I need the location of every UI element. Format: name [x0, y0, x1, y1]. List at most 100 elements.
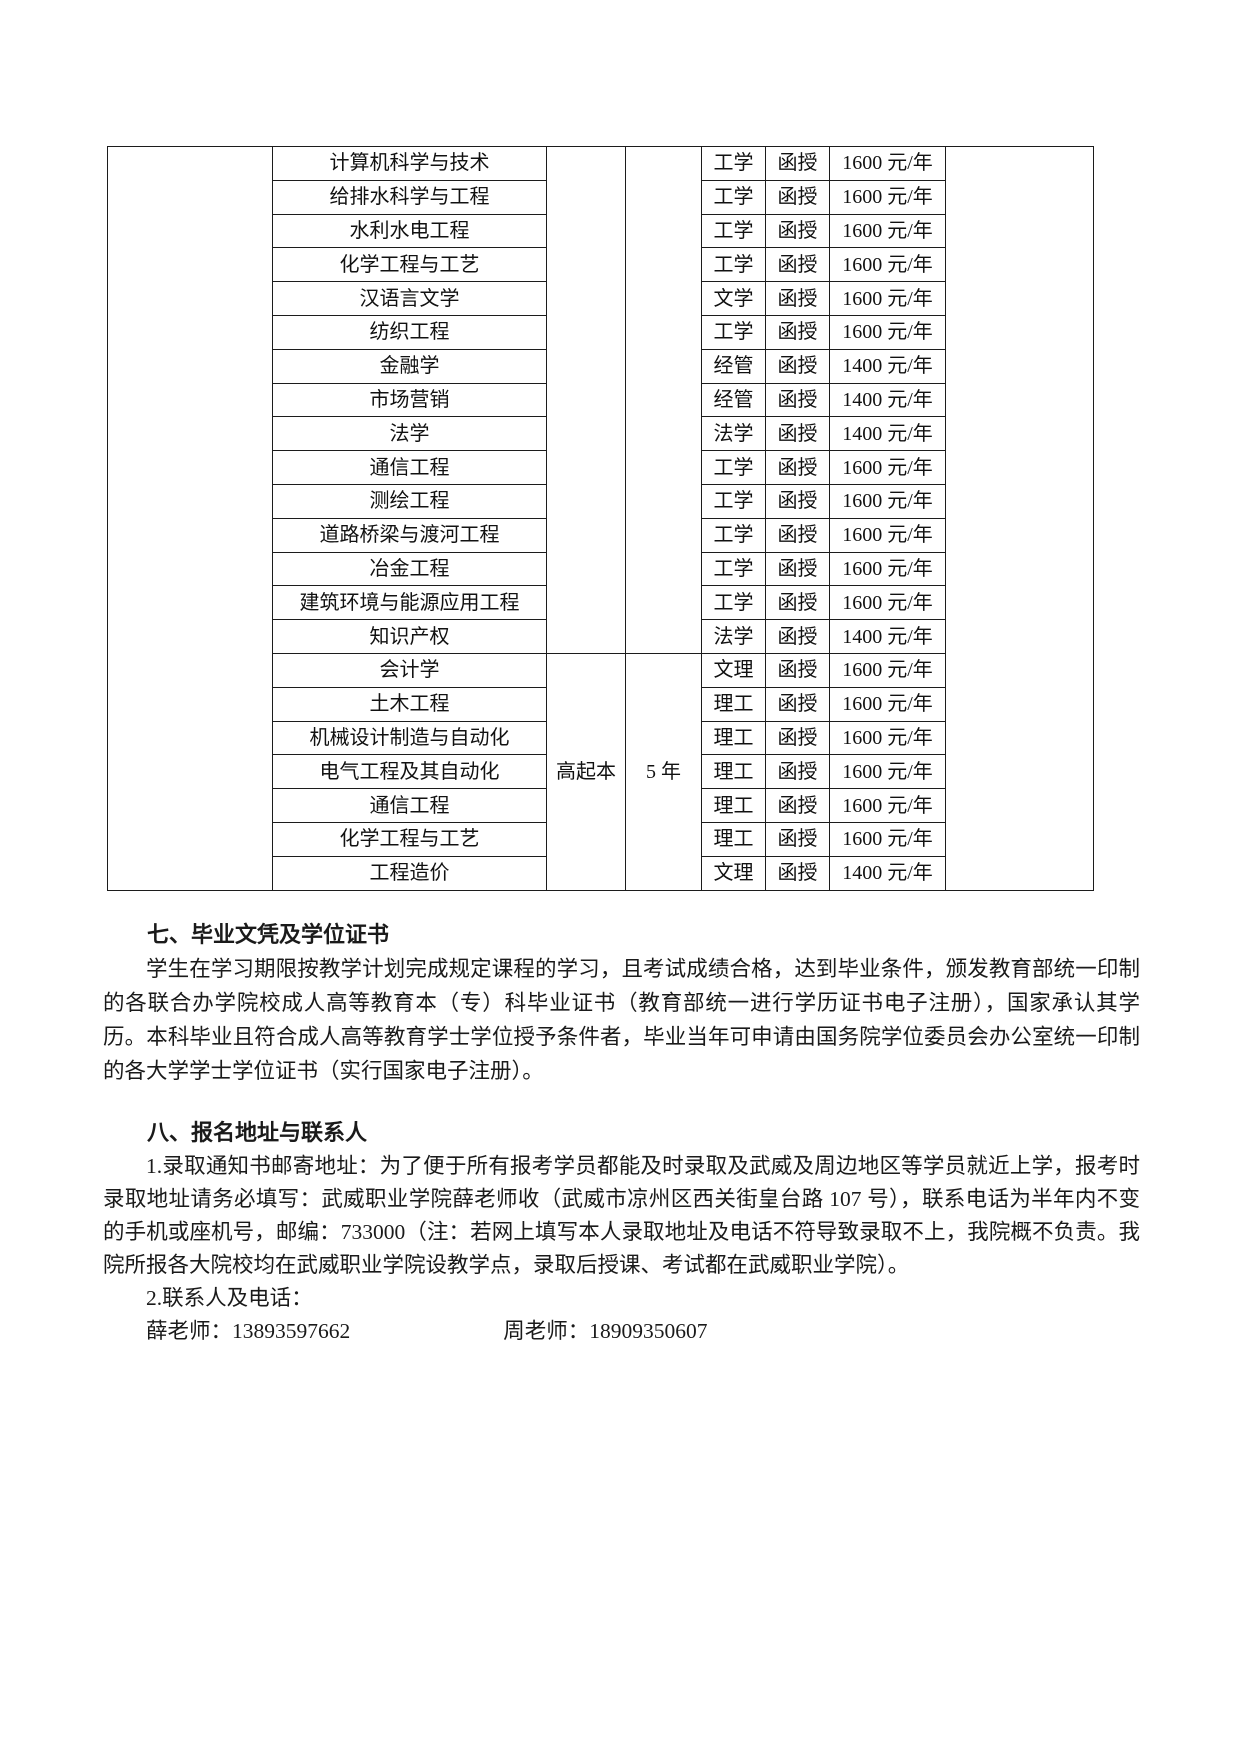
category-cell: 理工 — [701, 686, 766, 722]
form-cell: 函授 — [765, 146, 830, 181]
tuition-cell: 1600 元/年 — [829, 213, 946, 249]
contact-line: 薛老师：13893597662 周老师：18909350607 — [103, 1315, 1140, 1348]
tuition-cell: 1600 元/年 — [829, 517, 946, 553]
category-cell: 工学 — [701, 146, 766, 181]
major-cell: 土木工程 — [272, 686, 547, 722]
table-row: 给排水科学与工程 工学 函授 1600 元/年 — [108, 179, 1094, 215]
table-row: 水利水电工程 工学 函授 1600 元/年 — [108, 213, 1094, 249]
category-cell: 工学 — [701, 551, 766, 587]
form-cell: 函授 — [765, 348, 830, 384]
level-cell — [546, 146, 626, 654]
section7-paragraph: 学生在学习期限按教学计划完成规定课程的学习，且考试成绩合格，达到毕业条件，颁发教… — [103, 957, 1140, 1083]
major-cell: 冶金工程 — [272, 551, 547, 587]
table-row: 化学工程与工艺 工学 函授 1600 元/年 — [108, 247, 1094, 283]
form-cell: 函授 — [765, 517, 830, 553]
category-cell: 法学 — [701, 416, 766, 452]
section8-paragraph: 1.录取通知书邮寄地址：为了便于所有报考学员都能及时录取及武威及周边地区等学员就… — [103, 1154, 1140, 1277]
section8-heading: 八、报名地址与联系人 — [147, 1120, 368, 1145]
form-cell: 函授 — [765, 821, 830, 857]
major-cell: 知识产权 — [272, 619, 547, 654]
duration-cell: 5 年 — [625, 652, 702, 891]
form-cell: 函授 — [765, 213, 830, 249]
category-cell: 理工 — [701, 821, 766, 857]
major-cell: 道路桥梁与渡河工程 — [272, 517, 547, 553]
form-cell: 函授 — [765, 382, 830, 418]
category-cell: 工学 — [701, 483, 766, 519]
major-cell: 电气工程及其自动化 — [272, 754, 547, 790]
form-cell: 函授 — [765, 720, 830, 756]
table-row: 化学工程与工艺 理工 函授 1600 元/年 — [108, 821, 1094, 857]
major-cell: 法学 — [272, 416, 547, 452]
category-cell: 工学 — [701, 450, 766, 485]
major-cell: 会计学 — [272, 652, 547, 688]
category-cell: 法学 — [701, 619, 766, 654]
table-row: 会计学 高起本 5 年文理 函授 1600 元/年 — [108, 652, 1094, 891]
form-cell: 函授 — [765, 247, 830, 283]
form-cell: 函授 — [765, 281, 830, 316]
category-cell: 工学 — [701, 314, 766, 350]
form-cell: 函授 — [765, 483, 830, 519]
table-row: 工程造价 文理 函授 1400 元/年 — [108, 855, 1094, 891]
form-cell: 函授 — [765, 619, 830, 654]
table-row: 金融学 经管 函授 1400 元/年 — [108, 348, 1094, 384]
major-cell: 汉语言文学 — [272, 281, 547, 316]
tuition-cell: 1600 元/年 — [829, 551, 946, 587]
duration-cell — [625, 146, 702, 654]
tuition-cell: 1400 元/年 — [829, 416, 946, 452]
tuition-cell: 1400 元/年 — [829, 382, 946, 418]
page-text-content: 七、毕业文凭及学位证书 学生在学习期限按教学计划完成规定课程的学习，且考试成绩合… — [103, 918, 1140, 1348]
major-cell: 化学工程与工艺 — [272, 247, 547, 283]
category-cell: 工学 — [701, 517, 766, 553]
section7-heading: 七、毕业文凭及学位证书 — [147, 922, 390, 947]
major-cell: 水利水电工程 — [272, 213, 547, 249]
tuition-cell: 1600 元/年 — [829, 652, 946, 688]
table-row: 冶金工程 工学 函授 1600 元/年 — [108, 551, 1094, 587]
table-row: 市场营销 经管 函授 1400 元/年 — [108, 382, 1094, 418]
category-cell: 工学 — [701, 247, 766, 283]
form-cell: 函授 — [765, 416, 830, 452]
category-cell: 经管 — [701, 348, 766, 384]
form-cell: 函授 — [765, 551, 830, 587]
spacer-left-cell — [107, 146, 273, 891]
majors-table: 计算机科学与技术 工学 函授 1600 元/年 给排水科学与工程 工学 函授 1600 元/年… — [107, 146, 1094, 891]
form-cell: 函授 — [765, 754, 830, 790]
table-row: 机械设计制造与自动化 理工 函授 1600 元/年 — [108, 720, 1094, 756]
major-cell: 给排水科学与工程 — [272, 179, 547, 215]
major-cell: 通信工程 — [272, 788, 547, 823]
section8-contact-label: 2.联系人及电话： — [146, 1286, 313, 1310]
category-cell: 工学 — [701, 179, 766, 215]
tuition-cell: 1600 元/年 — [829, 247, 946, 283]
major-cell: 建筑环境与能源应用工程 — [272, 585, 547, 621]
major-cell: 工程造价 — [272, 855, 547, 891]
tuition-cell: 1600 元/年 — [829, 450, 946, 485]
form-cell: 函授 — [765, 652, 830, 688]
form-cell: 函授 — [765, 585, 830, 621]
major-cell: 纺织工程 — [272, 314, 547, 350]
table-row: 法学 法学 函授 1400 元/年 — [108, 416, 1094, 452]
tuition-cell: 1600 元/年 — [829, 788, 946, 823]
category-cell: 经管 — [701, 382, 766, 418]
major-cell: 市场营销 — [272, 382, 547, 418]
category-cell: 文学 — [701, 281, 766, 316]
major-cell: 机械设计制造与自动化 — [272, 720, 547, 756]
tuition-cell: 1600 元/年 — [829, 179, 946, 215]
major-cell: 测绘工程 — [272, 483, 547, 519]
tuition-cell: 1600 元/年 — [829, 754, 946, 790]
form-cell: 函授 — [765, 450, 830, 485]
form-cell: 函授 — [765, 855, 830, 891]
form-cell: 函授 — [765, 788, 830, 823]
tuition-cell: 1400 元/年 — [829, 619, 946, 654]
table-row: 汉语言文学 文学 函授 1600 元/年 — [108, 281, 1094, 316]
category-cell: 理工 — [701, 720, 766, 756]
form-cell: 函授 — [765, 314, 830, 350]
category-cell: 文理 — [701, 652, 766, 688]
tuition-cell: 1600 元/年 — [829, 281, 946, 316]
category-cell: 理工 — [701, 788, 766, 823]
table-row: 建筑环境与能源应用工程 工学 函授 1600 元/年 — [108, 585, 1094, 621]
table-row: 电气工程及其自动化 理工 函授 1600 元/年 — [108, 754, 1094, 790]
tuition-cell: 1600 元/年 — [829, 146, 946, 181]
tuition-cell: 1600 元/年 — [829, 483, 946, 519]
category-cell: 工学 — [701, 213, 766, 249]
contact-xue: 薛老师：13893597662 — [146, 1319, 351, 1343]
